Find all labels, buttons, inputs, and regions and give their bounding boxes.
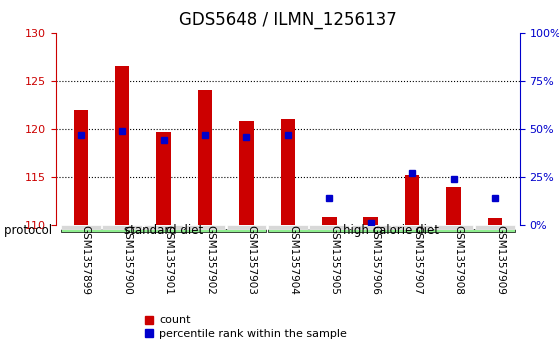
FancyBboxPatch shape <box>268 225 308 229</box>
Text: high calorie diet: high calorie diet <box>343 224 439 237</box>
Bar <box>239 121 254 225</box>
Bar <box>405 175 419 225</box>
FancyBboxPatch shape <box>144 225 183 229</box>
Bar <box>322 217 337 225</box>
Text: GSM1357899: GSM1357899 <box>80 225 91 295</box>
Bar <box>446 187 461 225</box>
Text: GSM1357903: GSM1357903 <box>247 225 257 295</box>
FancyBboxPatch shape <box>61 225 101 229</box>
Text: standard diet: standard diet <box>124 224 203 237</box>
FancyBboxPatch shape <box>102 225 142 229</box>
Bar <box>73 110 88 225</box>
FancyBboxPatch shape <box>268 229 515 232</box>
Bar <box>198 90 212 225</box>
Bar <box>157 132 171 225</box>
FancyBboxPatch shape <box>434 225 473 229</box>
FancyBboxPatch shape <box>226 225 266 229</box>
Text: GSM1357907: GSM1357907 <box>412 225 422 295</box>
Title: GDS5648 / ILMN_1256137: GDS5648 / ILMN_1256137 <box>179 11 397 29</box>
Legend: count, percentile rank within the sample: count, percentile rank within the sample <box>145 315 347 339</box>
FancyBboxPatch shape <box>61 229 266 232</box>
Text: growth protocol: growth protocol <box>0 224 52 237</box>
FancyBboxPatch shape <box>475 225 515 229</box>
FancyBboxPatch shape <box>392 225 432 229</box>
Text: GSM1357900: GSM1357900 <box>122 225 132 295</box>
Text: GSM1357901: GSM1357901 <box>164 225 174 295</box>
Bar <box>363 217 378 225</box>
Text: GSM1357904: GSM1357904 <box>288 225 298 295</box>
Text: GSM1357906: GSM1357906 <box>371 225 381 295</box>
Bar <box>488 218 503 225</box>
Text: GSM1357905: GSM1357905 <box>329 225 339 295</box>
FancyBboxPatch shape <box>185 225 225 229</box>
Bar <box>281 119 295 225</box>
Bar <box>115 66 130 225</box>
Text: GSM1357908: GSM1357908 <box>453 225 463 295</box>
Text: GSM1357902: GSM1357902 <box>205 225 215 295</box>
Text: GSM1357909: GSM1357909 <box>495 225 505 295</box>
FancyBboxPatch shape <box>351 225 391 229</box>
FancyBboxPatch shape <box>310 225 349 229</box>
